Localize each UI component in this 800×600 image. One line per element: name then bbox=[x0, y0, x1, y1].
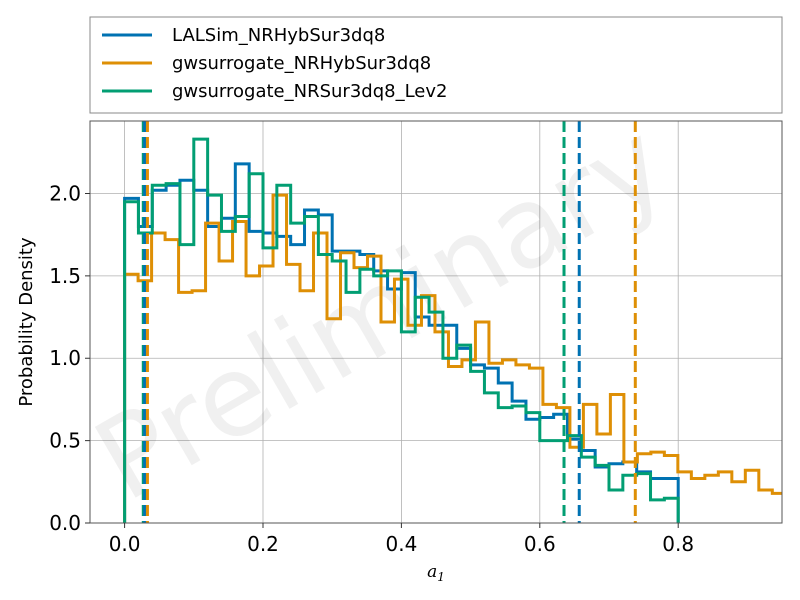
legend-label: gwsurrogate_NRHybSur3dq8 bbox=[172, 53, 431, 74]
axes-frame bbox=[89, 120, 783, 524]
x-tick-label: 0.0 bbox=[109, 532, 141, 556]
y-tick-label: 1.5 bbox=[49, 264, 81, 288]
series-layer bbox=[123, 121, 782, 523]
x-axis-label-main: a bbox=[427, 562, 437, 582]
ticks: 0.0 0.2 0.4 0.6 0.8 0.0 0.5 1.0 1.5 2.0 bbox=[49, 181, 694, 556]
y-tick-label: 1.0 bbox=[49, 346, 81, 370]
x-axis-label-subscript: 1 bbox=[437, 570, 445, 584]
legend-box bbox=[89, 16, 783, 114]
x-tick-label: 0.4 bbox=[385, 532, 417, 556]
legend-label: gwsurrogate_NRSur3dq8_Lev2 bbox=[172, 81, 447, 102]
y-axis-label: Probability Density bbox=[16, 237, 37, 407]
x-tick-label: 0.8 bbox=[662, 532, 694, 556]
legend-label: LALSim_NRHybSur3dq8 bbox=[172, 25, 385, 46]
x-axis-label: a1 bbox=[427, 562, 445, 584]
y-tick-label: 0.0 bbox=[49, 511, 81, 535]
histogram-gwsurrogate_NRHybSur3dq8 bbox=[123, 193, 782, 523]
y-tick-label: 0.5 bbox=[49, 429, 81, 453]
histogram-gwsurrogate_NRSur3dq8_Lev2 bbox=[123, 137, 680, 523]
legend: LALSim_NRHybSur3dq8 gwsurrogate_NRHybSur3… bbox=[102, 25, 447, 102]
x-tick-label: 0.6 bbox=[524, 532, 556, 556]
x-tick-label: 0.2 bbox=[247, 532, 279, 556]
y-tick-label: 2.0 bbox=[49, 181, 81, 205]
